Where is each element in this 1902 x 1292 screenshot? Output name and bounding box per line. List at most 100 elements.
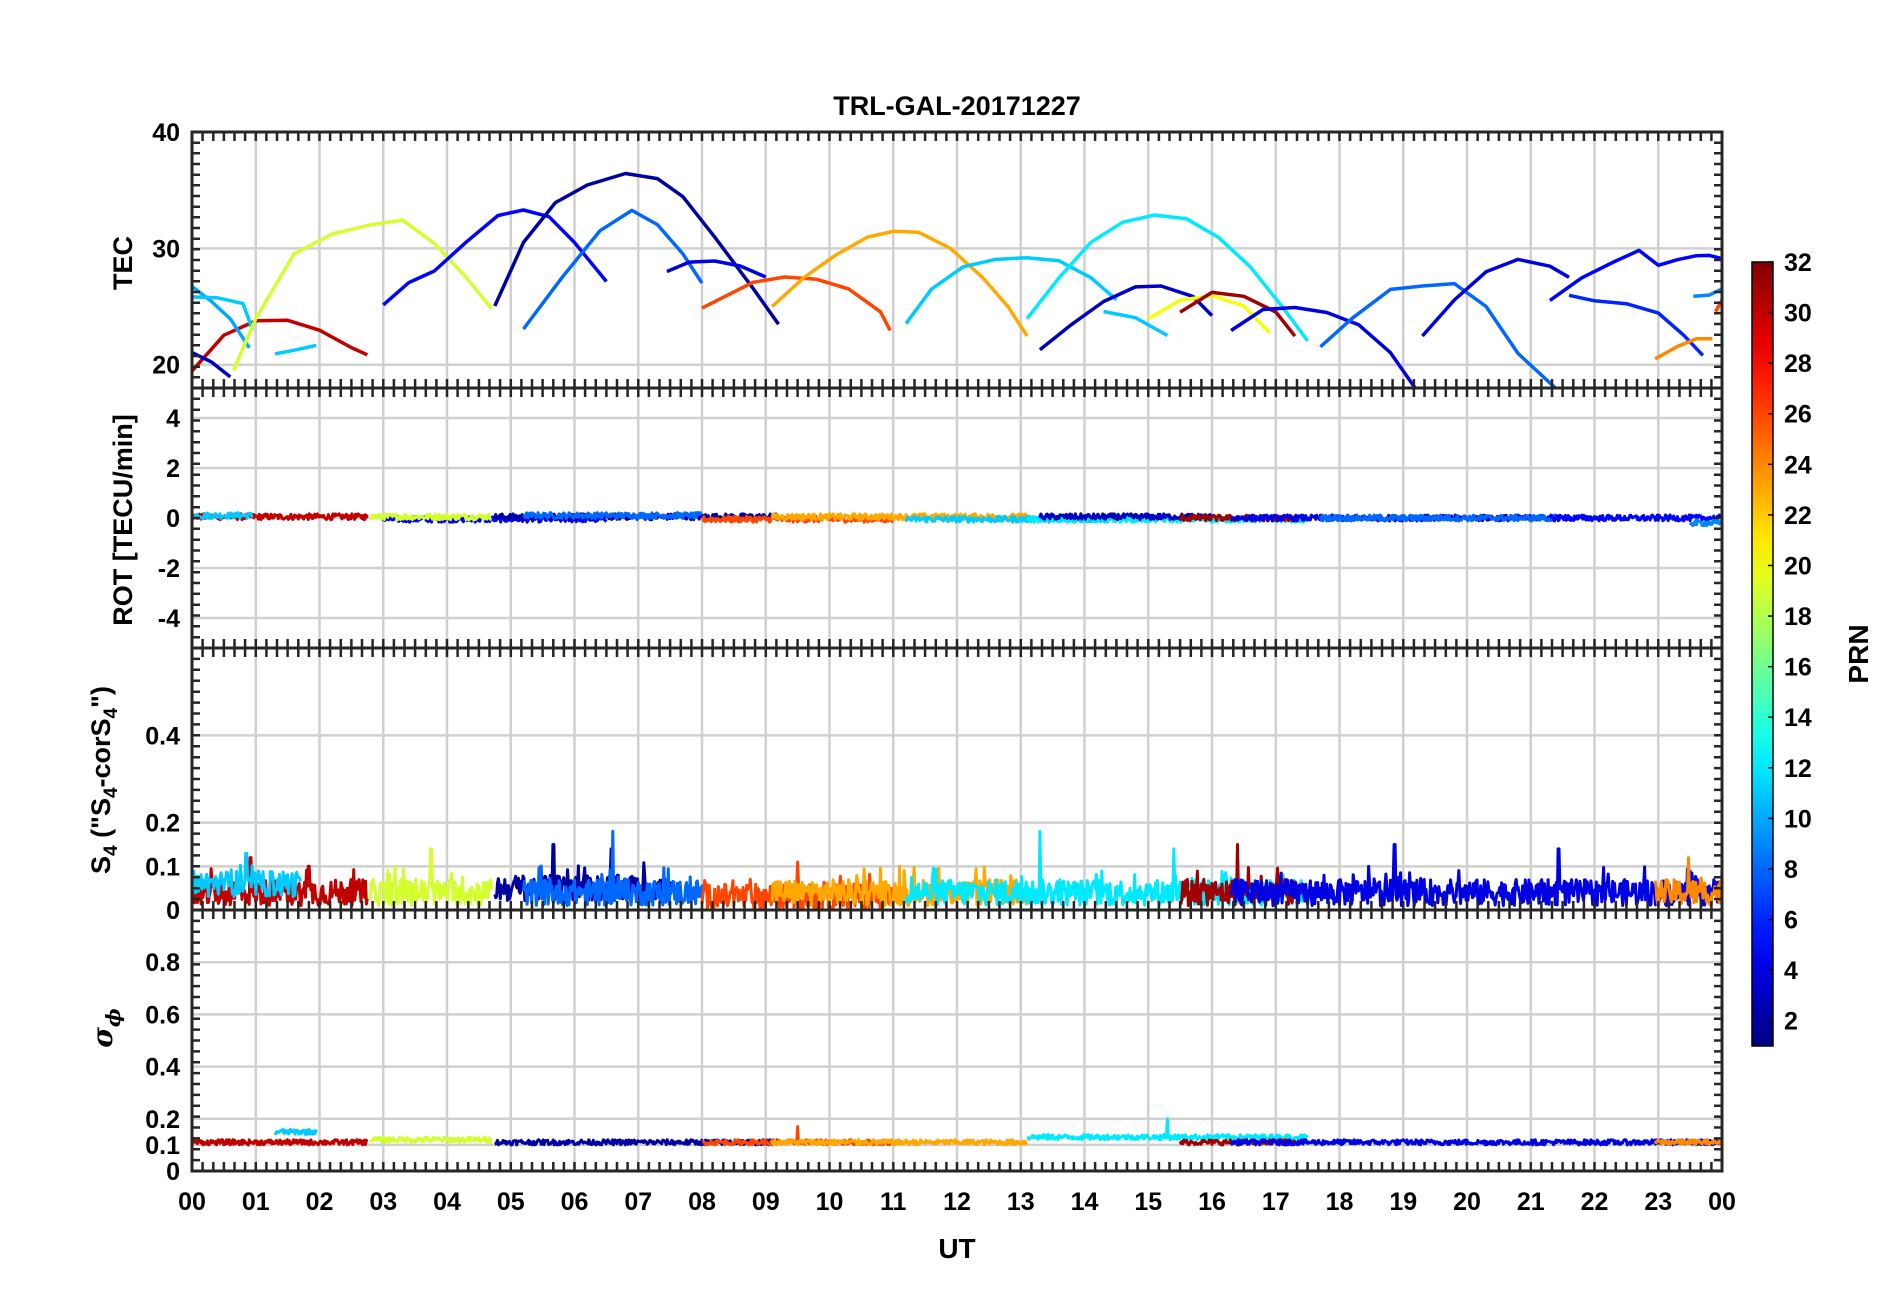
x-axis-label: UT: [938, 1233, 975, 1264]
tec-series-line: [522, 208, 704, 331]
rot-series-line: [190, 511, 254, 520]
tec-series-line: [666, 259, 767, 279]
s4-label-sub3: 4: [101, 707, 122, 718]
x-tick-label: 08: [688, 1188, 716, 1216]
tec-series-line: [1421, 257, 1570, 338]
colorbar-tick-label: 16: [1784, 654, 1812, 682]
s4-series-line: [369, 847, 494, 907]
colorbar-tick-label: 30: [1784, 300, 1812, 328]
x-tick-label: 14: [1071, 1188, 1099, 1216]
sigma-y-label: σϕ: [86, 1008, 125, 1048]
colorbar-label: PRN: [1843, 624, 1874, 683]
colorbar-tick-label: 4: [1784, 957, 1798, 985]
x-tick-label: 00: [178, 1188, 206, 1216]
rot-ytick-label: 0: [166, 505, 180, 533]
rot-y-label: ROT [TECU/min]: [108, 414, 138, 625]
sigma-series-line: [1229, 1138, 1723, 1147]
tec-ytick-label: 30: [152, 235, 180, 263]
sigma-series-line: [369, 1135, 493, 1144]
colorbar-tick-label: 14: [1784, 704, 1812, 732]
colorbar-tick-label: 24: [1784, 451, 1812, 479]
s4-label-main: S: [86, 856, 116, 874]
sigma-ytick-label: 0: [166, 1158, 180, 1186]
panel-tec: 20 30 40: [152, 119, 1724, 391]
tec-series-line: [191, 295, 255, 331]
s4-label-rest: ("S: [86, 798, 116, 845]
rot-series-line: [1688, 518, 1724, 528]
x-tick-label: 10: [816, 1188, 844, 1216]
tec-series-line: [493, 171, 780, 326]
x-tick-label: 05: [497, 1188, 525, 1216]
rot-ytick-label: -4: [158, 605, 180, 633]
tec-series-line: [1025, 213, 1310, 342]
tec-tick-marks: [190, 130, 1724, 390]
tec-series-line: [190, 318, 369, 373]
s4-ytick-label: 0.1: [145, 853, 180, 881]
x-tick-label: 13: [1007, 1188, 1035, 1216]
colorbar-tick-label: 32: [1784, 249, 1812, 277]
sigma-tick-marks: [190, 908, 1724, 1173]
s4-label-tail: -corS: [86, 718, 116, 787]
tec-series-line: [904, 255, 1118, 325]
sigma-series-line: [190, 1138, 369, 1147]
sigma-ytick-label: 0.4: [145, 1054, 180, 1082]
s4-tick-marks: [190, 646, 1724, 912]
tec-series-line: [231, 218, 493, 372]
sigma-ytick-label: 0.6: [145, 1001, 180, 1029]
x-tick-label: 22: [1581, 1188, 1609, 1216]
rot-minor-ticks: [190, 386, 1724, 650]
x-tick-label: 16: [1198, 1188, 1226, 1216]
x-tick-label: 18: [1326, 1188, 1354, 1216]
tec-series-line: [190, 285, 251, 349]
x-tick-label: 15: [1134, 1188, 1162, 1216]
tec-series-line: [1548, 248, 1723, 302]
s4-series-group: [190, 829, 1724, 912]
x-tick-label: 19: [1389, 1188, 1417, 1216]
sigma-minor-ticks: [190, 908, 1724, 1173]
x-tick-label: 03: [369, 1188, 397, 1216]
colorbar-gradient: [1751, 261, 1774, 1047]
tec-series-line: [1654, 336, 1713, 361]
colorbar-tick-label: 20: [1784, 552, 1812, 580]
rot-series-group: [190, 511, 1724, 528]
colorbar-tick-label: 12: [1784, 755, 1812, 783]
sigma-ytick-label: 0.8: [145, 949, 180, 977]
rot-series-line: [1548, 513, 1724, 523]
s4-y-label: S4 ("S4-corS4"): [86, 686, 122, 874]
rot-series-line: [1318, 513, 1558, 523]
x-tick-label: 02: [306, 1188, 334, 1216]
x-tick-label: 17: [1262, 1188, 1290, 1216]
chart-title: TRL-GAL-20171227: [833, 91, 1081, 121]
colorbar-tick-label: 18: [1784, 603, 1812, 631]
tec-series-line: [1179, 290, 1297, 338]
tec-series-line: [770, 229, 1029, 337]
panel-s4: 0.4 0.2 0.1 0: [145, 646, 1724, 925]
s4-ytick-label: 0: [166, 897, 180, 925]
sigma-series-line: [1026, 1117, 1309, 1142]
x-tick-label: 12: [943, 1188, 971, 1216]
rot-series-line: [522, 511, 703, 520]
s4-label-sub2: 4: [101, 787, 122, 798]
colorbar-tick-label: 10: [1784, 805, 1812, 833]
tec-ytick-label: 40: [152, 119, 180, 147]
x-tick-label: 09: [752, 1188, 780, 1216]
rot-series-line: [369, 512, 493, 522]
tec-ytick-label: 20: [152, 352, 180, 380]
sigma-series-line: [770, 1138, 1029, 1147]
colorbar-tick-label: 2: [1784, 1008, 1798, 1036]
tec-series-line: [382, 208, 608, 307]
sigma-label-sub: ϕ: [101, 1008, 125, 1027]
colorbar-tick-label: 8: [1784, 856, 1798, 884]
sigma-ytick-label: 0.1: [145, 1132, 180, 1160]
tec-series-line: [1230, 305, 1418, 391]
x-tick-label: 20: [1453, 1188, 1481, 1216]
sigma-series-line: [273, 1127, 318, 1136]
sigma-series-group: [190, 1117, 1724, 1147]
tec-y-label: TEC: [108, 236, 138, 290]
rot-ytick-label: 4: [166, 405, 180, 433]
x-tick-label: 01: [242, 1188, 270, 1216]
s4-series-line: [770, 864, 1029, 907]
